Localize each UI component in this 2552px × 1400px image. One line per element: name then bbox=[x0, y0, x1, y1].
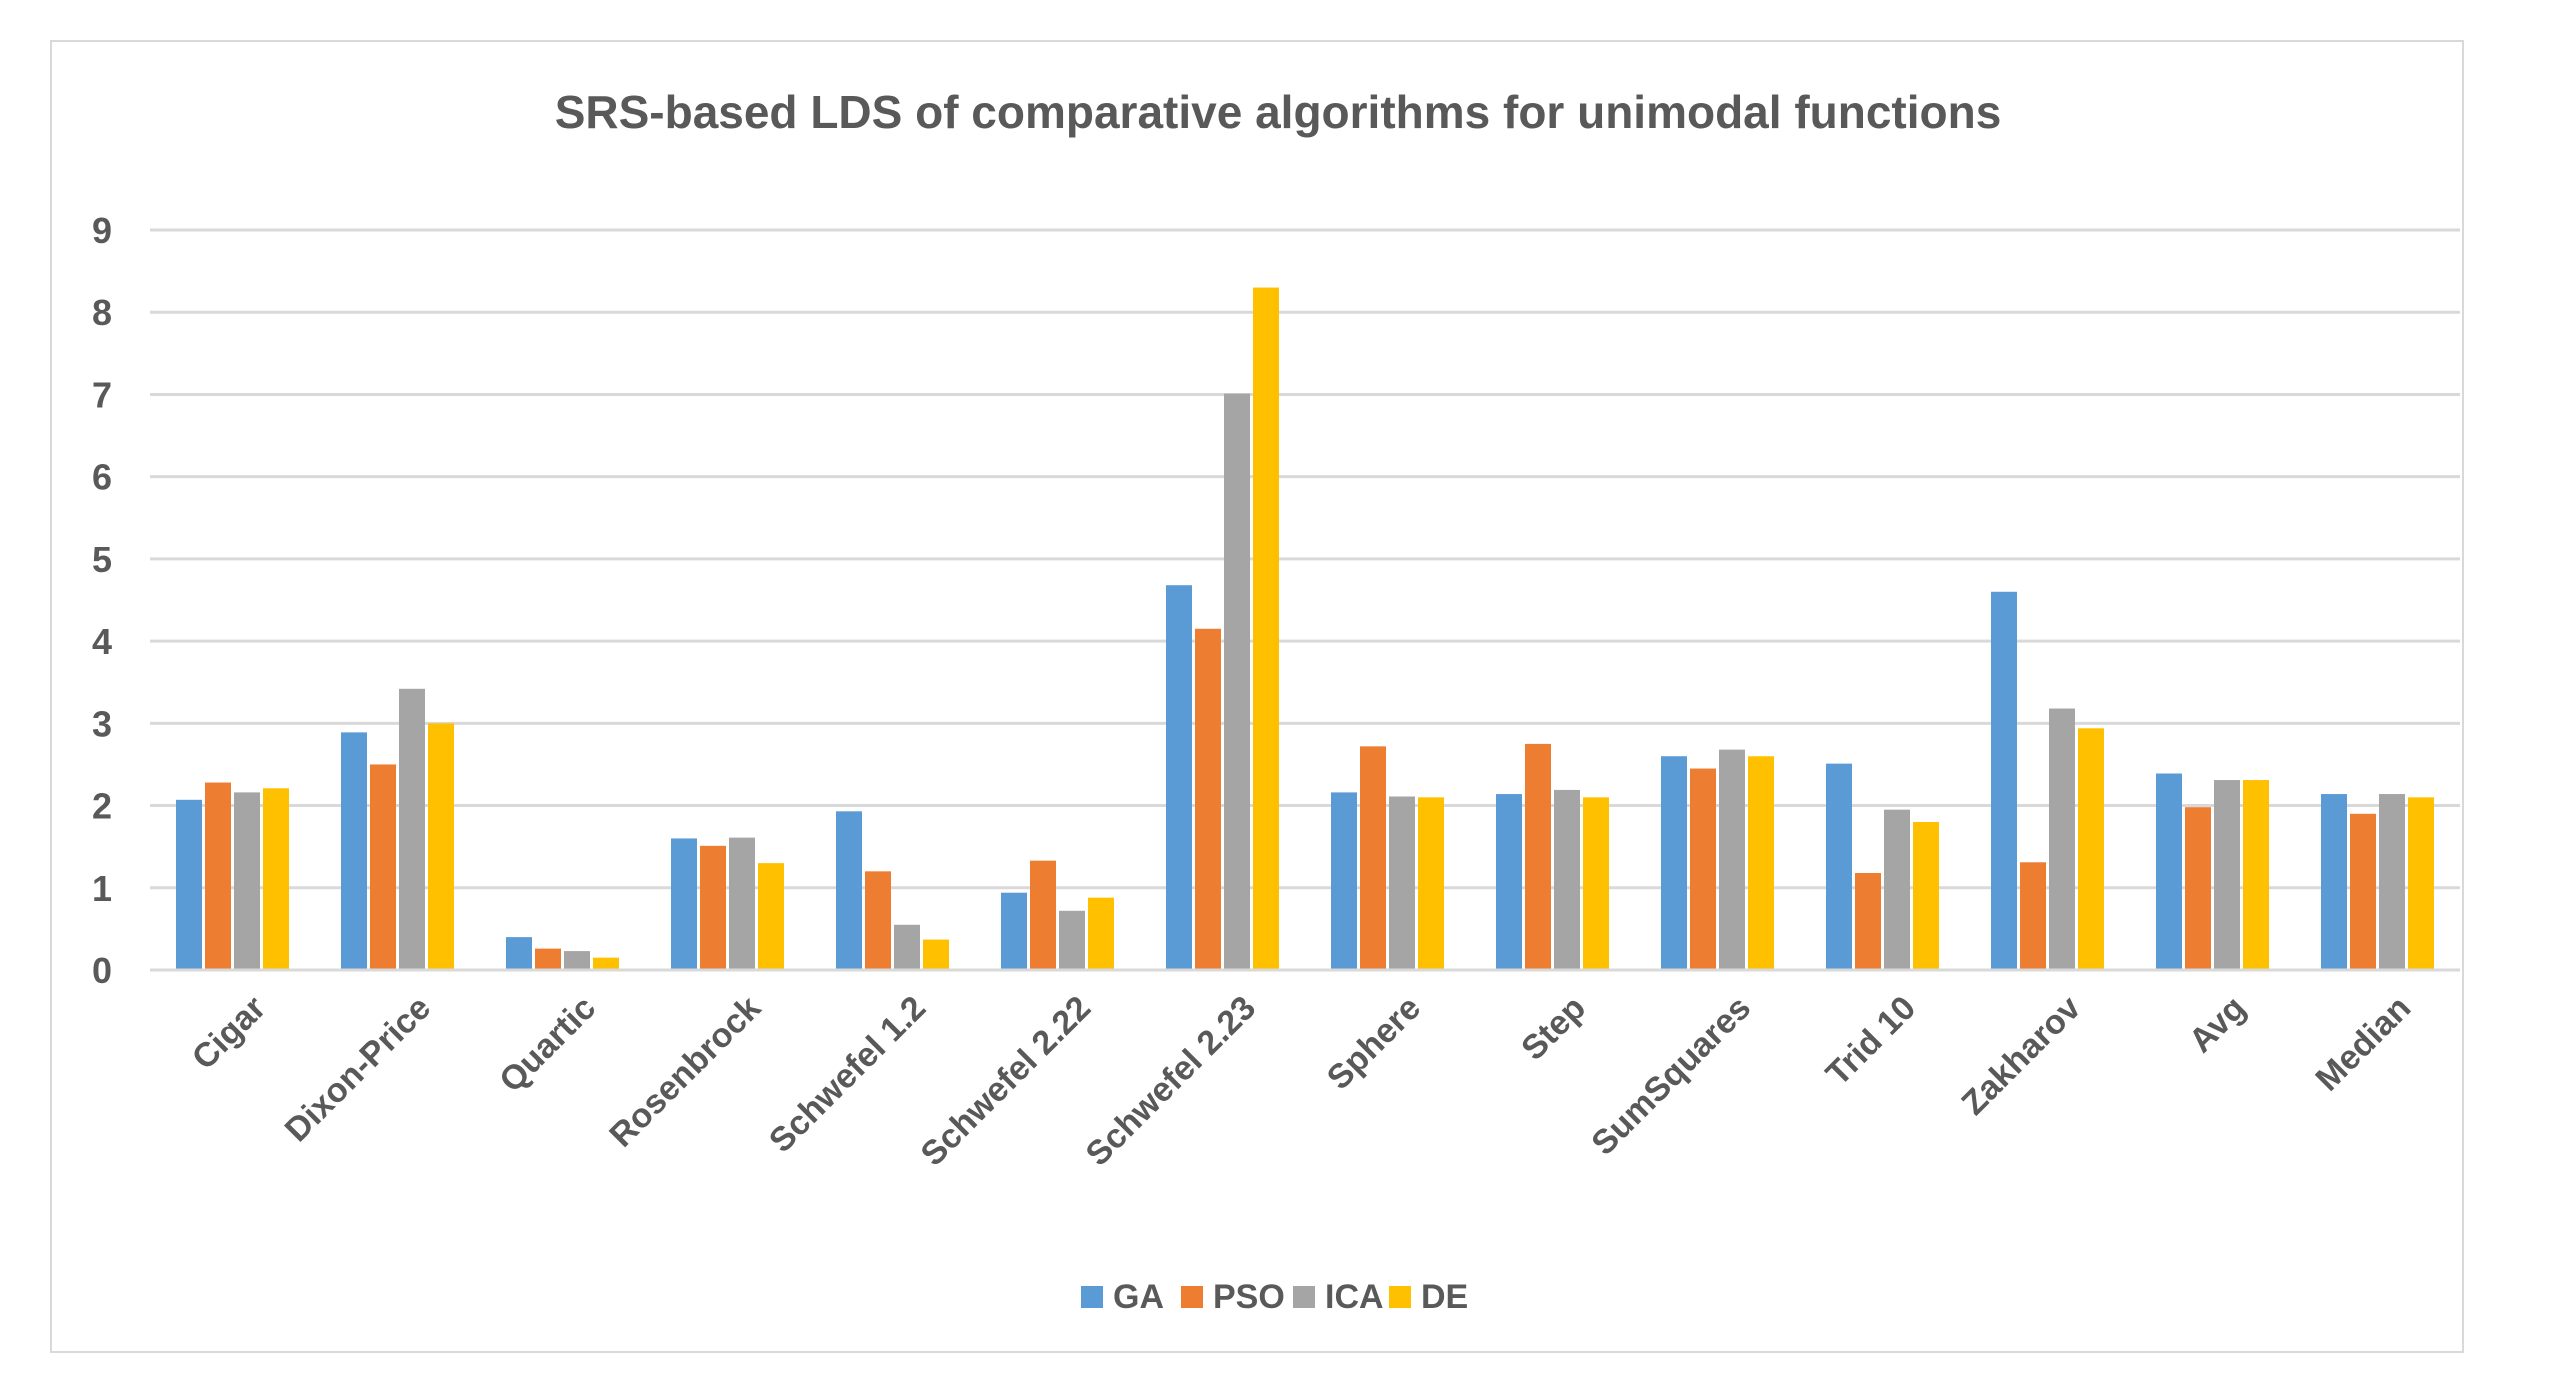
bar-pso-schwefel-2-22 bbox=[1030, 860, 1056, 970]
x-tick-label: Quartic bbox=[492, 989, 603, 1100]
bar-ica-median bbox=[2379, 794, 2405, 970]
x-tick-label: Dixon-Price bbox=[278, 989, 438, 1149]
y-tick-label: 8 bbox=[92, 292, 112, 333]
bar-de-avg bbox=[2243, 780, 2269, 970]
bar-de-dixon-price bbox=[428, 723, 454, 970]
bar-pso-trid-10 bbox=[1855, 872, 1881, 970]
x-tick-label: Avg bbox=[2182, 989, 2253, 1060]
bar-ga-avg bbox=[2156, 773, 2182, 970]
x-tick-label: Schwefel 2.23 bbox=[1079, 989, 1264, 1174]
bar-ica-schwefel-2-22 bbox=[1059, 910, 1085, 970]
bar-de-schwefel-1-2 bbox=[923, 939, 949, 970]
legend-label-ga: GA bbox=[1113, 1278, 1164, 1316]
bar-ica-trid-10 bbox=[1884, 809, 1910, 970]
bar-pso-median bbox=[2350, 813, 2376, 970]
bar-pso-schwefel-2-23 bbox=[1195, 628, 1221, 970]
bar-de-schwefel-2-23 bbox=[1253, 287, 1279, 970]
bar-pso-avg bbox=[2185, 807, 2211, 970]
bar-pso-rosenbrock bbox=[700, 845, 726, 970]
bar-ica-zakharov bbox=[2049, 708, 2075, 970]
bar-ica-rosenbrock bbox=[729, 837, 755, 970]
x-tick-label: Trid 10 bbox=[1819, 989, 1923, 1093]
y-tick-label: 2 bbox=[92, 786, 112, 827]
y-tick-label: 9 bbox=[92, 210, 112, 251]
legend-swatch-ica bbox=[1293, 1286, 1315, 1308]
legend-swatch-de bbox=[1389, 1286, 1411, 1308]
bar-de-sphere bbox=[1418, 797, 1444, 970]
y-tick-label: 5 bbox=[92, 539, 112, 580]
bar-de-rosenbrock bbox=[758, 863, 784, 970]
bar-pso-dixon-price bbox=[370, 764, 396, 970]
x-tick-label: Cigar bbox=[185, 989, 273, 1077]
bar-ica-avg bbox=[2214, 780, 2240, 970]
bar-de-median bbox=[2408, 797, 2434, 970]
chart-title: SRS-based LDS of comparative algorithms … bbox=[555, 86, 2002, 138]
bar-de-zakharov bbox=[2078, 728, 2104, 970]
legend-label-de: DE bbox=[1421, 1278, 1468, 1316]
bar-pso-sumsquares bbox=[1690, 768, 1716, 970]
bar-de-quartic bbox=[593, 957, 619, 970]
legend-swatch-pso bbox=[1181, 1286, 1203, 1308]
bar-ica-schwefel-1-2 bbox=[894, 924, 920, 970]
bar-ga-dixon-price bbox=[341, 732, 367, 970]
bar-ica-dixon-price bbox=[399, 688, 425, 970]
bars bbox=[176, 287, 2434, 971]
x-tick-label: Schwefel 2.22 bbox=[914, 989, 1099, 1174]
bar-ica-quartic bbox=[564, 951, 590, 970]
bar-de-cigar bbox=[263, 788, 289, 970]
bar-ga-median bbox=[2321, 794, 2347, 970]
legend-swatch-ga bbox=[1081, 1286, 1103, 1308]
bar-ica-step bbox=[1554, 789, 1580, 970]
bar-de-sumsquares bbox=[1748, 756, 1774, 970]
legend: GA PSO ICA DE bbox=[1081, 1278, 1468, 1316]
bar-ga-sphere bbox=[1331, 792, 1357, 970]
y-tick-label: 4 bbox=[92, 621, 112, 662]
bar-ga-schwefel-1-2 bbox=[836, 811, 862, 970]
bar-ica-sphere bbox=[1389, 796, 1415, 970]
bar-pso-quartic bbox=[535, 948, 561, 970]
bar-pso-zakharov bbox=[2020, 862, 2046, 970]
gridlines bbox=[150, 228, 2460, 890]
bar-ga-rosenbrock bbox=[671, 838, 697, 970]
bar-ga-trid-10 bbox=[1826, 763, 1852, 970]
bar-ga-sumsquares bbox=[1661, 756, 1687, 970]
bar-ica-sumsquares bbox=[1719, 749, 1745, 970]
bar-ica-cigar bbox=[234, 792, 260, 970]
bar-pso-cigar bbox=[205, 782, 231, 970]
bar-ga-schwefel-2-23 bbox=[1166, 585, 1192, 970]
bar-pso-step bbox=[1525, 743, 1551, 970]
legend-label-pso: PSO bbox=[1213, 1278, 1285, 1316]
y-tick-label: 3 bbox=[92, 703, 112, 744]
x-tick-label: Schwefel 1.2 bbox=[762, 989, 933, 1160]
y-axis-ticks: 0 1 2 3 4 5 6 7 8 9 bbox=[92, 210, 112, 991]
x-tick-label: Rosenbrock bbox=[602, 989, 768, 1155]
y-tick-label: 0 bbox=[92, 950, 112, 991]
bar-pso-schwefel-1-2 bbox=[865, 871, 891, 970]
bar-pso-sphere bbox=[1360, 746, 1386, 970]
bar-ga-zakharov bbox=[1991, 591, 2017, 970]
x-tick-label: Sphere bbox=[1320, 989, 1428, 1097]
y-tick-label: 7 bbox=[92, 374, 112, 415]
x-tick-label: SumSquares bbox=[1584, 989, 1758, 1163]
bar-de-step bbox=[1583, 797, 1609, 970]
bar-de-trid-10 bbox=[1913, 822, 1939, 970]
legend-label-ica: ICA bbox=[1325, 1278, 1384, 1316]
bar-ga-step bbox=[1496, 794, 1522, 970]
y-tick-label: 6 bbox=[92, 457, 112, 498]
bar-ga-cigar bbox=[176, 799, 202, 970]
x-tick-label: Median bbox=[2308, 989, 2418, 1099]
bar-de-schwefel-2-22 bbox=[1088, 897, 1114, 970]
x-tick-label: Zakharov bbox=[1954, 989, 2088, 1123]
x-axis-ticks: Cigar Dixon-Price Quartic RosenbrockSchwefe… bbox=[185, 989, 2418, 1174]
x-tick-label: Step bbox=[1514, 989, 1593, 1068]
bar-ica-schwefel-2-23 bbox=[1224, 393, 1250, 971]
y-tick-label: 1 bbox=[92, 868, 112, 909]
bar-ga-schwefel-2-22 bbox=[1001, 892, 1027, 970]
bar-ga-quartic bbox=[506, 937, 532, 970]
